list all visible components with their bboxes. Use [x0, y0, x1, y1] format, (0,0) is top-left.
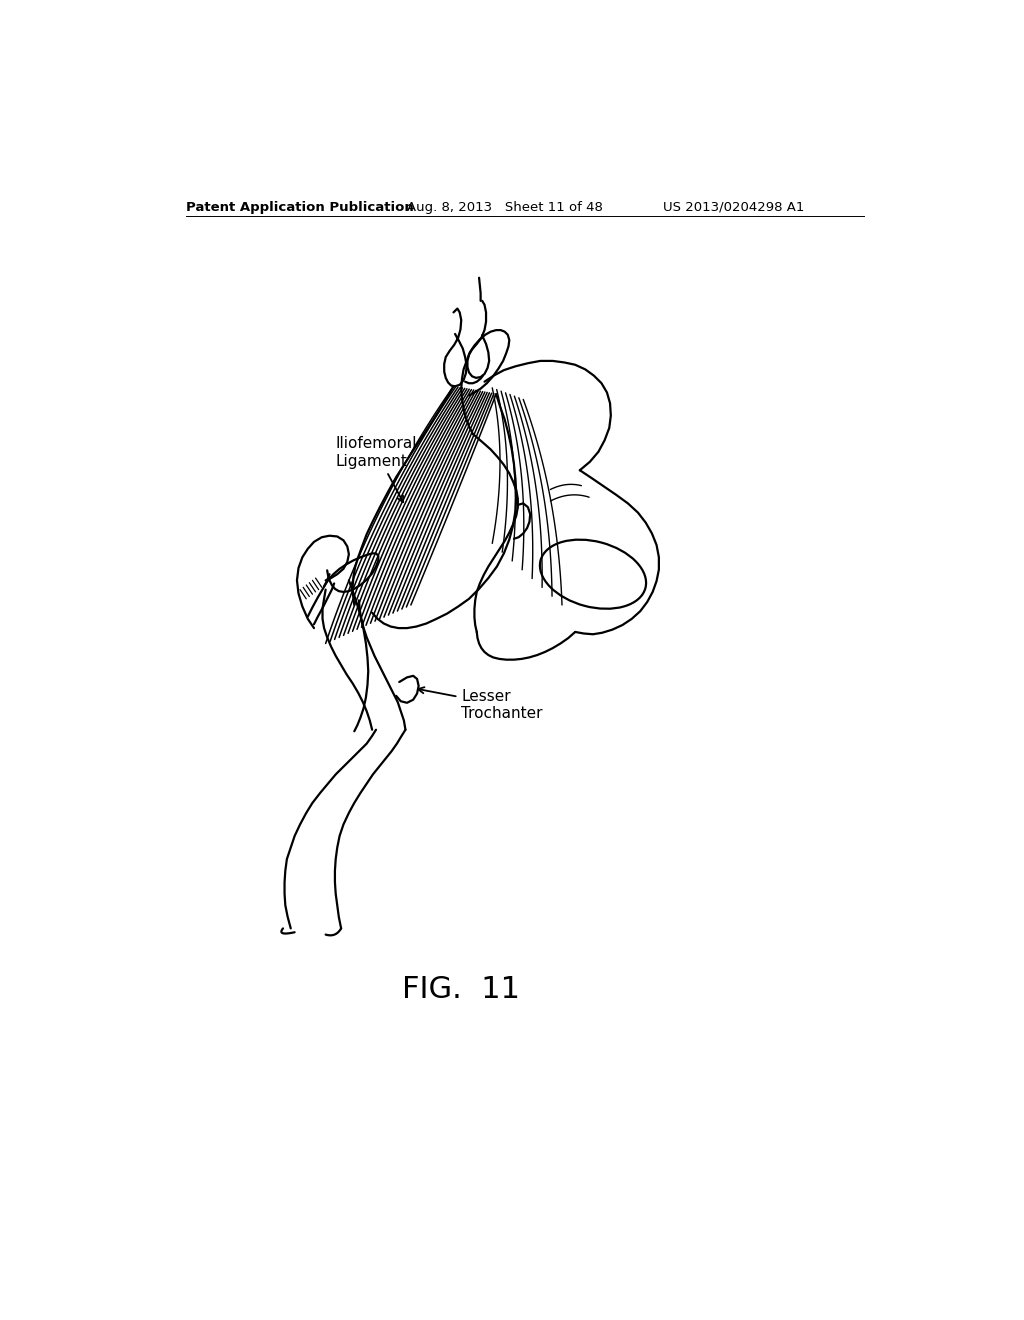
Text: Iliofemoral
Ligament: Iliofemoral Ligament [336, 437, 417, 502]
Text: Patent Application Publication: Patent Application Publication [186, 201, 414, 214]
Text: Lesser
Trochanter: Lesser Trochanter [418, 688, 543, 721]
Text: FIG.  11: FIG. 11 [402, 975, 520, 1005]
Text: Aug. 8, 2013   Sheet 11 of 48: Aug. 8, 2013 Sheet 11 of 48 [407, 201, 603, 214]
Text: US 2013/0204298 A1: US 2013/0204298 A1 [663, 201, 804, 214]
